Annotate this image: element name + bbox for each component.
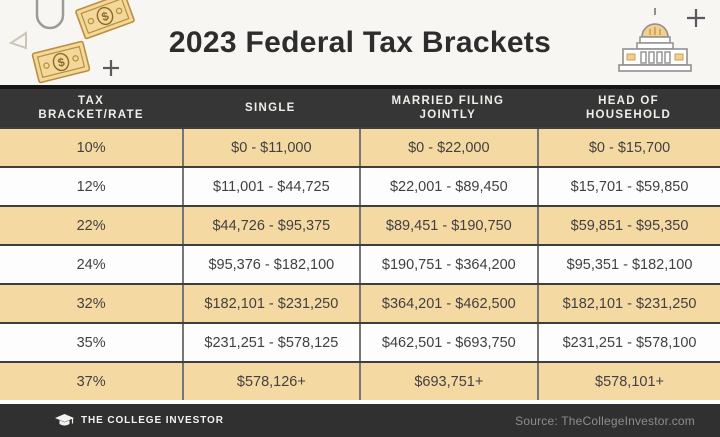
- plus-icon: [687, 9, 705, 27]
- table-row: 24% $95,376 - $182,100 $190,751 - $364,2…: [0, 244, 720, 283]
- graduation-cap-icon: [55, 413, 74, 426]
- head-cell: $578,101+: [537, 363, 720, 400]
- single-cell: $11,001 - $44,725: [182, 168, 358, 205]
- table-row: 10% $0 - $11,000 $0 - $22,000 $0 - $15,7…: [0, 127, 720, 166]
- tax-bracket-table: TAX BRACKET/RATE SINGLE MARRIED FILING J…: [0, 85, 720, 400]
- head-cell: $15,701 - $59,850: [537, 168, 720, 205]
- svg-text:$: $: [100, 9, 111, 25]
- column-header-married: MARRIED FILING JOINTLY: [391, 94, 505, 121]
- head-cell: $231,251 - $578,100: [537, 324, 720, 361]
- rate-cell: 22%: [76, 217, 106, 234]
- married-cell: $22,001 - $89,450: [358, 168, 538, 205]
- svg-text:$: $: [56, 55, 66, 70]
- single-cell: $231,251 - $578,125: [182, 324, 358, 361]
- rate-cell: 10%: [76, 139, 106, 156]
- single-cell: $95,376 - $182,100: [182, 246, 358, 283]
- source-attribution: Source: TheCollegeInvestor.com: [515, 413, 695, 428]
- column-header-rate: TAX BRACKET/RATE: [38, 94, 144, 121]
- table-row: 12% $11,001 - $44,725 $22,001 - $89,450 …: [0, 166, 720, 205]
- table-row: 22% $44,726 - $95,375 $89,451 - $190,750…: [0, 205, 720, 244]
- head-cell: $0 - $15,700: [537, 129, 720, 166]
- triangle-icon: [8, 31, 27, 50]
- rate-cell: 35%: [76, 334, 106, 351]
- brand-logo: THE COLLEGE INVESTOR: [55, 413, 224, 428]
- table-row: 37% $578,126+ $693,751+ $578,101+: [0, 361, 720, 400]
- capitol-building-icon: [618, 8, 692, 72]
- single-cell: $182,101 - $231,250: [182, 285, 358, 322]
- head-cell: $95,351 - $182,100: [537, 246, 720, 283]
- footer-bar: THE COLLEGE INVESTOR Source: TheCollegeI…: [0, 404, 720, 437]
- dollar-bill-icon: $: [75, 0, 135, 40]
- page-title: 2023 Federal Tax Brackets: [168, 25, 552, 59]
- rate-cell: 37%: [76, 373, 106, 390]
- table-header-row: TAX BRACKET/RATE SINGLE MARRIED FILING J…: [0, 85, 720, 127]
- head-cell: $59,851 - $95,350: [537, 207, 720, 244]
- column-header-single: SINGLE: [245, 101, 296, 114]
- single-cell: $578,126+: [182, 363, 358, 400]
- married-cell: $693,751+: [358, 363, 538, 400]
- rate-cell: 24%: [76, 256, 106, 273]
- paperclip-icon: [35, 0, 65, 30]
- brand-name: THE COLLEGE INVESTOR: [81, 415, 224, 426]
- rate-cell: 32%: [76, 295, 106, 312]
- single-cell: $0 - $11,000: [182, 129, 358, 166]
- table-row: 32% $182,101 - $231,250 $364,201 - $462,…: [0, 283, 720, 322]
- dollar-bill-icon: $: [31, 40, 91, 84]
- column-header-head-of-household: HEAD OF HOUSEHOLD: [585, 94, 672, 121]
- single-cell: $44,726 - $95,375: [182, 207, 358, 244]
- head-cell: $182,101 - $231,250: [537, 285, 720, 322]
- married-cell: $0 - $22,000: [358, 129, 538, 166]
- rate-cell: 12%: [76, 178, 106, 195]
- married-cell: $462,501 - $693,750: [358, 324, 538, 361]
- married-cell: $364,201 - $462,500: [358, 285, 538, 322]
- married-cell: $190,751 - $364,200: [358, 246, 538, 283]
- table-row: 35% $231,251 - $578,125 $462,501 - $693,…: [0, 322, 720, 361]
- married-cell: $89,451 - $190,750: [358, 207, 538, 244]
- banner: $ $ 2023 Federal Tax Brackets: [0, 0, 720, 85]
- plus-icon: [103, 60, 119, 76]
